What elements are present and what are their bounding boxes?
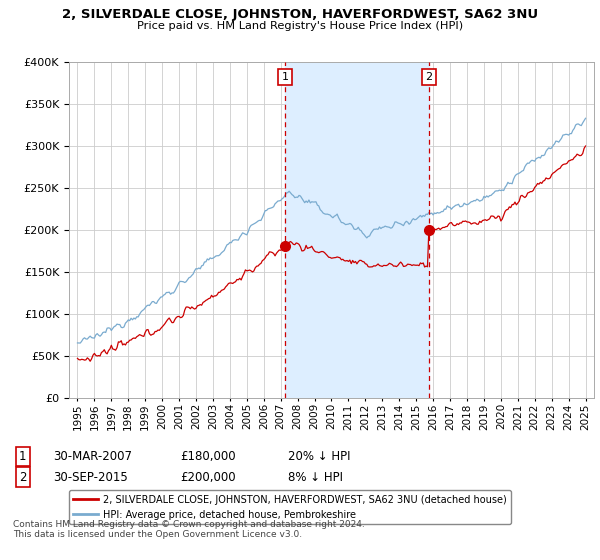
Text: £200,000: £200,000: [180, 470, 236, 484]
Text: 1: 1: [19, 450, 26, 463]
Text: 2, SILVERDALE CLOSE, JOHNSTON, HAVERFORDWEST, SA62 3NU: 2, SILVERDALE CLOSE, JOHNSTON, HAVERFORD…: [62, 8, 538, 21]
Text: Price paid vs. HM Land Registry's House Price Index (HPI): Price paid vs. HM Land Registry's House …: [137, 21, 463, 31]
Text: 30-MAR-2007: 30-MAR-2007: [53, 450, 132, 463]
Bar: [285, 62, 429, 398]
Text: 30-SEP-2015: 30-SEP-2015: [53, 470, 128, 484]
Text: 2: 2: [425, 72, 433, 82]
Text: £180,000: £180,000: [180, 450, 236, 463]
Text: 1: 1: [281, 72, 289, 82]
Legend: 2, SILVERDALE CLOSE, JOHNSTON, HAVERFORDWEST, SA62 3NU (detached house), HPI: Av: 2, SILVERDALE CLOSE, JOHNSTON, HAVERFORD…: [68, 490, 511, 524]
Text: 8% ↓ HPI: 8% ↓ HPI: [288, 470, 343, 484]
Text: Contains HM Land Registry data © Crown copyright and database right 2024.
This d: Contains HM Land Registry data © Crown c…: [13, 520, 365, 539]
Text: 20% ↓ HPI: 20% ↓ HPI: [288, 450, 350, 463]
Text: 2: 2: [19, 470, 26, 484]
